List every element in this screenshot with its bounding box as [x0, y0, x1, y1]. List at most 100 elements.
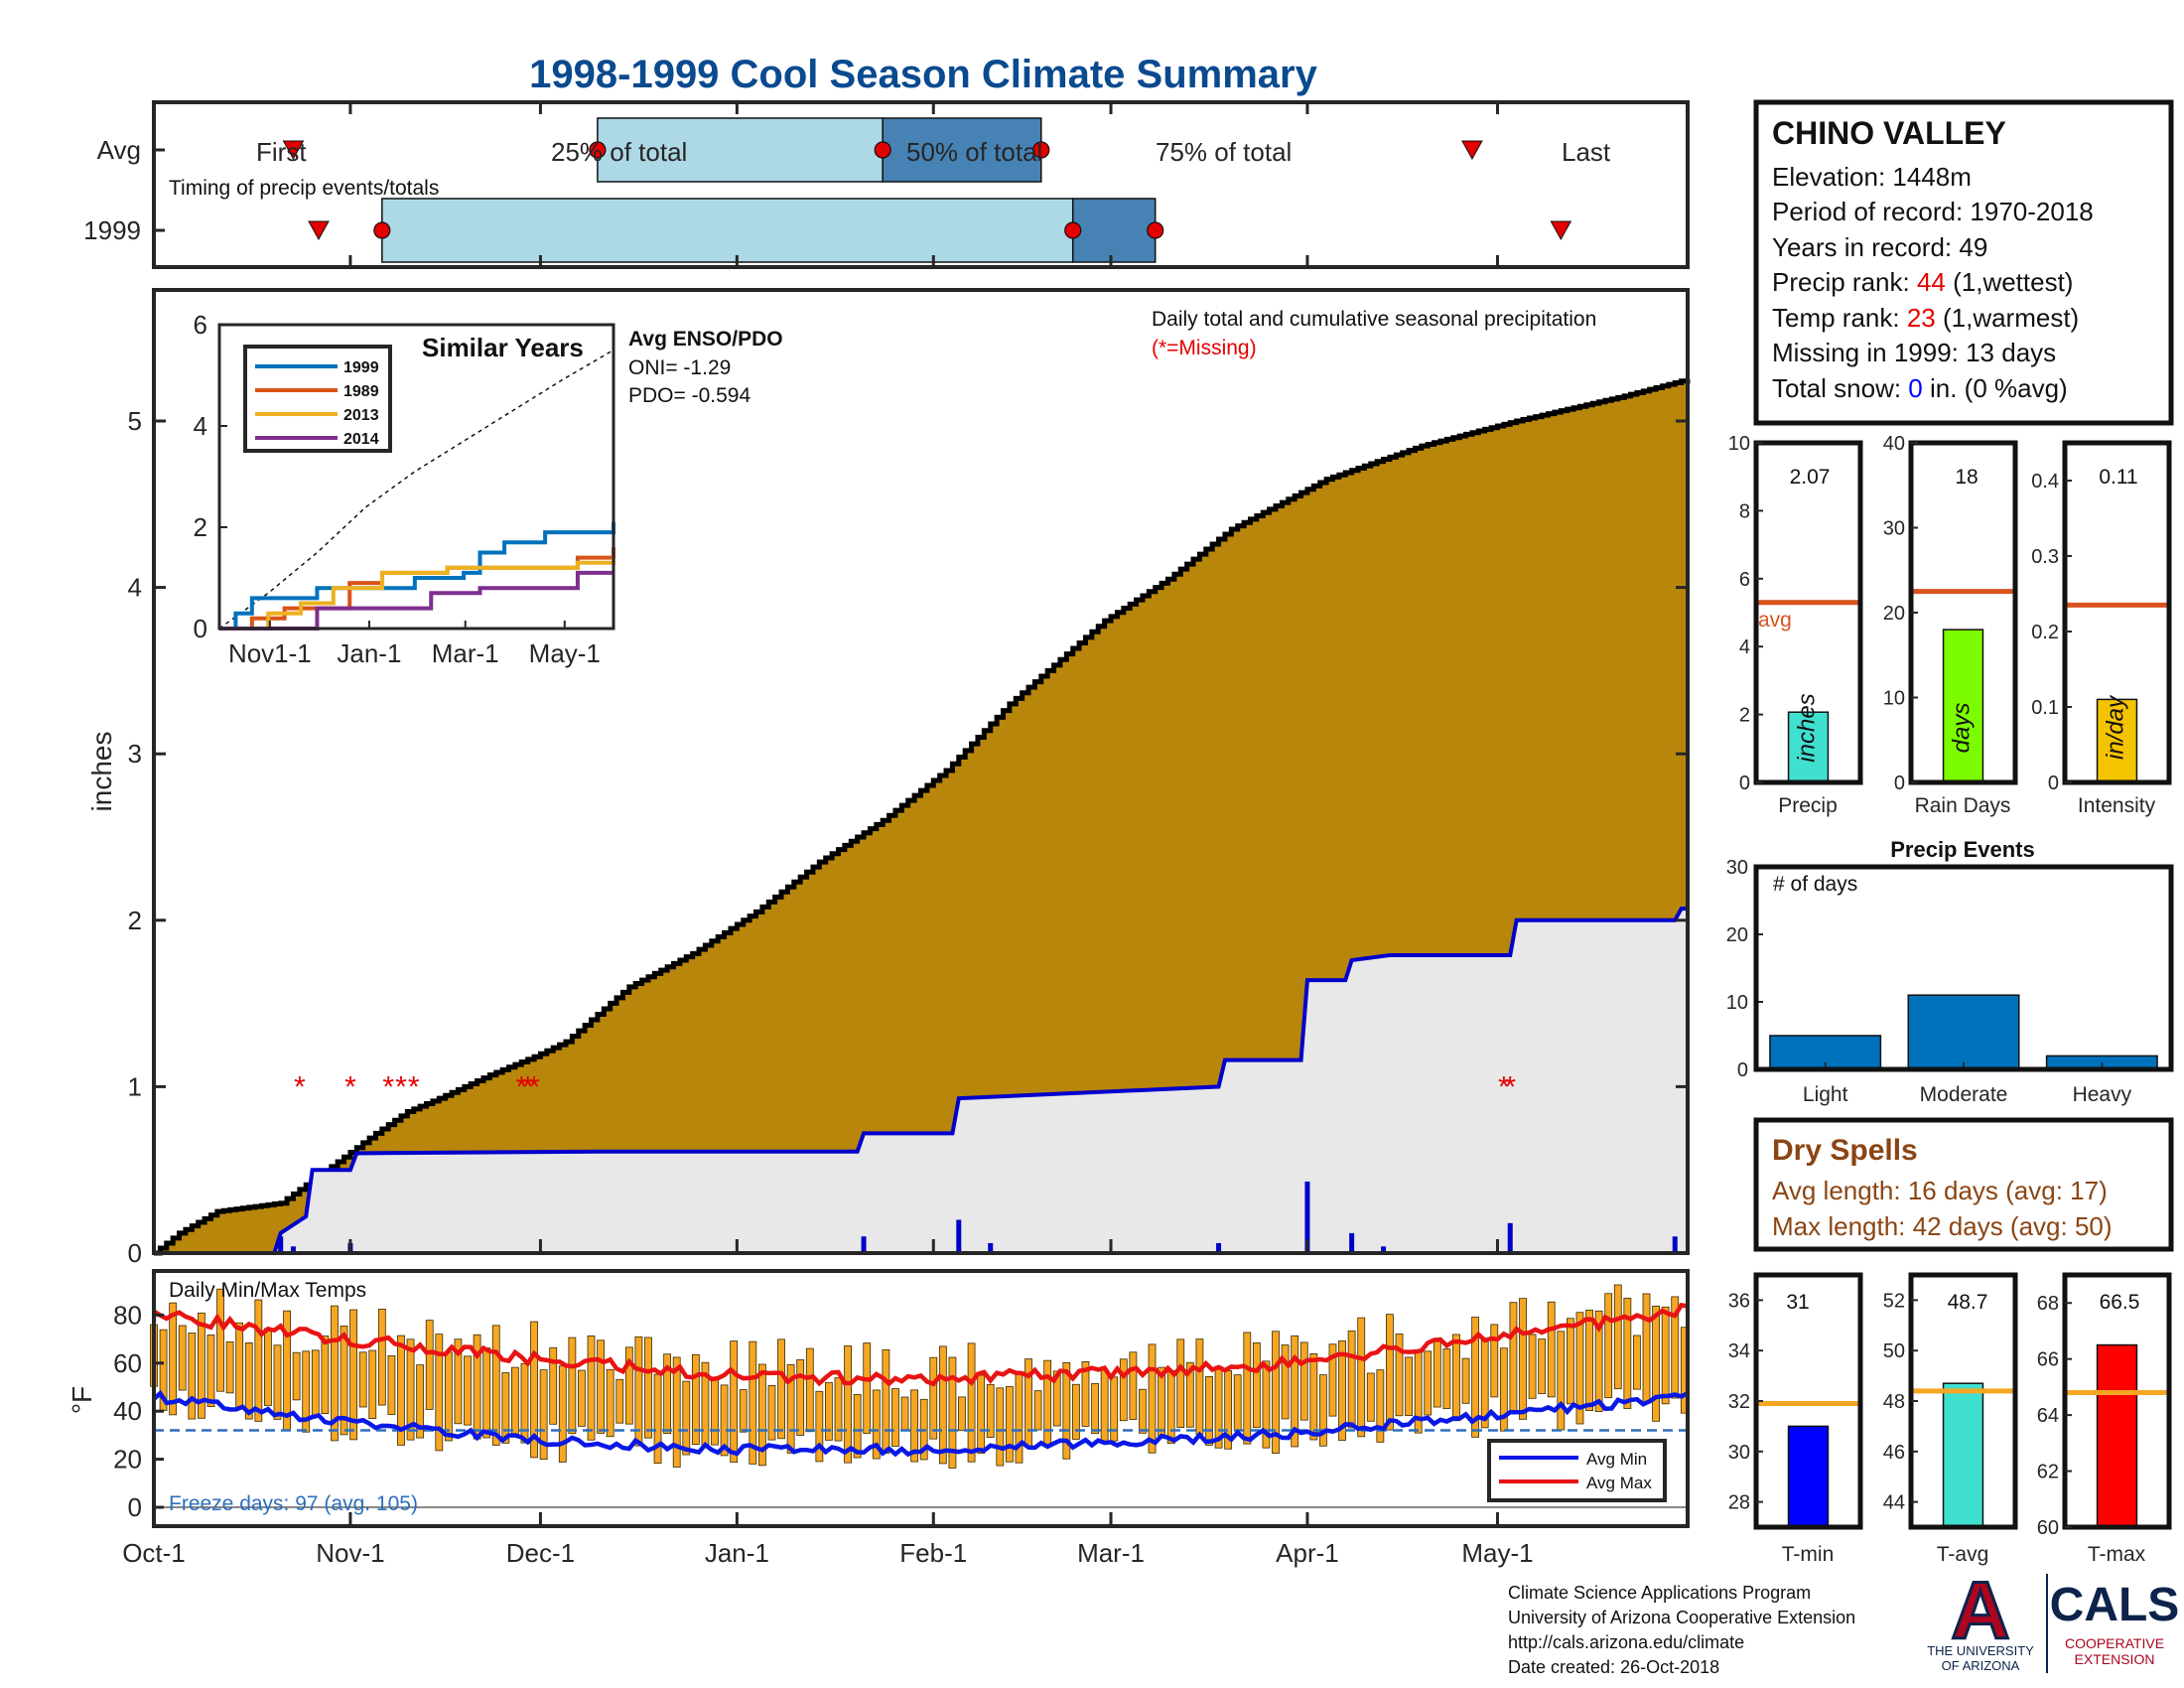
mini-tmin-value-bar: [1787, 1425, 1830, 1528]
mini-tmin-y-tick-label: 32: [1728, 1391, 1750, 1413]
daily-precip-bar: [1381, 1246, 1387, 1253]
mini-intensity-y-tick-label: 0: [2048, 773, 2059, 794]
daily-temp-range-bar: [624, 1346, 633, 1425]
ua-block-a-icon: A: [1951, 1566, 2009, 1656]
daily-precip-bar: [1507, 1222, 1513, 1253]
timing-avg-75-marker: [1032, 141, 1050, 159]
main-y-tick-label: 1: [128, 1071, 142, 1101]
timing-label-first: First: [256, 137, 307, 167]
daily-temp-range-bar: [264, 1328, 272, 1406]
temp-y-tick-label: 80: [113, 1300, 142, 1330]
daily-temp-range-bar: [1110, 1376, 1119, 1442]
daily-temp-range-bar: [672, 1356, 681, 1468]
mini-raindays-value: 18: [1955, 466, 1978, 489]
daily-precip-bar: [290, 1246, 296, 1253]
daily-temp-range-bar: [882, 1349, 890, 1455]
daily-temp-range-bar: [292, 1351, 301, 1401]
enso-pdo: PDO= -0.594: [628, 384, 751, 407]
daily-temp-range-bar: [302, 1350, 311, 1433]
month-tick-label: Nov-1: [316, 1538, 384, 1568]
daily-temp-range-bar: [197, 1312, 205, 1419]
mini-tavg-y-tick-label: 44: [1883, 1492, 1905, 1514]
daily-temp-range-bar: [511, 1366, 519, 1435]
main-y-tick-label: 5: [128, 406, 142, 436]
daily-temp-range-bar: [767, 1385, 776, 1441]
daily-temp-range-bar: [311, 1349, 320, 1418]
snow-value: 0: [1908, 373, 1922, 403]
precip-rank-prefix: Precip rank:: [1772, 267, 1917, 297]
daily-temp-range-bar: [1519, 1298, 1527, 1420]
daily-temp-range-bar: [996, 1387, 1005, 1467]
daily-temp-range-bar: [169, 1302, 178, 1416]
daily-temp-range-bar: [435, 1334, 444, 1452]
daily-temp-range-bar: [644, 1336, 652, 1439]
avg-min-temp-line: [152, 1389, 1690, 1458]
station-elevation: Elevation: 1448m: [1772, 162, 1972, 192]
timing-panel: Avg 1999 First 25% of total 50% of total…: [83, 100, 1690, 269]
daily-temp-range-bar: [1176, 1338, 1185, 1429]
daily-temp-range-bar: [1671, 1296, 1680, 1399]
temp-panel-label: Daily Min/Max Temps: [169, 1279, 366, 1302]
daily-temp-range-bar: [1119, 1358, 1128, 1422]
daily-temp-range-bar: [539, 1369, 548, 1461]
mini-precip-chart: 0 2 4 6 8 10 inches: [1728, 433, 1863, 794]
daily-temp-range-bar: [1633, 1335, 1641, 1390]
daily-temp-range-bar: [1081, 1360, 1090, 1427]
tmin-value: 31: [1786, 1291, 1809, 1314]
daily-temp-range-bar: [416, 1364, 425, 1439]
inset-x-tick-label: May-1: [529, 638, 601, 668]
cumulative-precip-outline: [154, 378, 1691, 1256]
daily-temp-range-bar: [663, 1353, 672, 1434]
mini-intensity-chart: 0 0.1 0.2 0.3 0.4 in/day: [2031, 440, 2172, 794]
daily-temp-range-bar: [1291, 1335, 1299, 1448]
timing-avg-first-marker: [282, 140, 305, 161]
month-tick-label: Jan-1: [705, 1538, 769, 1568]
mini-intensity-unit-label: in/day: [2103, 694, 2129, 760]
daily-temp-range-bar: [1490, 1324, 1499, 1398]
daily-temp-range-bar: [587, 1335, 596, 1441]
month-tick-label: Apr-1: [1276, 1538, 1339, 1568]
missing-note: (*=Missing): [1152, 337, 1257, 359]
mini-tmax-y-tick-label: 68: [2037, 1293, 2059, 1315]
temp-plot-frame: [152, 1269, 1690, 1528]
daily-precip-bar: [861, 1236, 867, 1253]
inset-legend-box: [243, 345, 392, 453]
daily-temp-range-bar: [1139, 1388, 1147, 1434]
daily-temp-range-bar: [1604, 1293, 1613, 1399]
daily-temp-range-bar: [1043, 1359, 1052, 1448]
station-info-box: CHINO VALLEY Elevation: 1448m Period of …: [1753, 99, 2174, 426]
daily-temp-range-bar: [1100, 1368, 1109, 1444]
daily-temp-range-bar: [273, 1344, 282, 1420]
daily-temp-range-bar: [977, 1374, 986, 1455]
mini-intensity-y-tick-label: 0.1: [2031, 697, 2059, 719]
month-tick-label: Mar-1: [1077, 1538, 1145, 1568]
daily-temp-range-bar: [464, 1355, 472, 1426]
mini-tavg-y-tick-label: 48: [1883, 1391, 1905, 1413]
daily-temp-range-bar: [1205, 1376, 1213, 1446]
daily-temp-range-bar: [1471, 1317, 1480, 1438]
legend-avg-max-label: Avg Max: [1586, 1474, 1652, 1492]
daily-temp-range-bar: [1252, 1341, 1261, 1429]
events-frame: [1753, 864, 2174, 1072]
timing-year-bar-25-50: [381, 198, 1074, 263]
mini-tmin-y-tick-label: 34: [1728, 1340, 1750, 1362]
daily-temp-range-bar: [1328, 1343, 1337, 1417]
daily-temp-range-bar: [254, 1299, 263, 1422]
inset-x-tick-label: Mar-1: [432, 638, 499, 668]
daily-temp-range-bar: [1366, 1372, 1375, 1422]
events-category-label: Light: [1803, 1083, 1848, 1106]
daily-temp-range-bar: [1357, 1317, 1366, 1438]
inset-y-tick-label: 4: [194, 411, 207, 441]
daily-temp-range-bar: [225, 1341, 234, 1394]
missing-day-marker: *: [528, 1070, 540, 1103]
timing-avg-bar-25-50: [597, 117, 884, 183]
mini-tmax-value-bar: [2096, 1343, 2138, 1528]
events-category-label: Moderate: [1920, 1083, 2008, 1106]
daily-temp-range-bar: [1319, 1374, 1327, 1447]
daily-temp-range-bar: [425, 1320, 434, 1410]
daily-temp-range-bar: [615, 1378, 624, 1424]
missing-day-marker: *: [294, 1070, 306, 1103]
daily-temp-range-bar: [331, 1305, 339, 1442]
tavg-value: 48.7: [1948, 1291, 1988, 1314]
footer-line-4: Date created: 26-Oct-2018: [1508, 1657, 1719, 1677]
